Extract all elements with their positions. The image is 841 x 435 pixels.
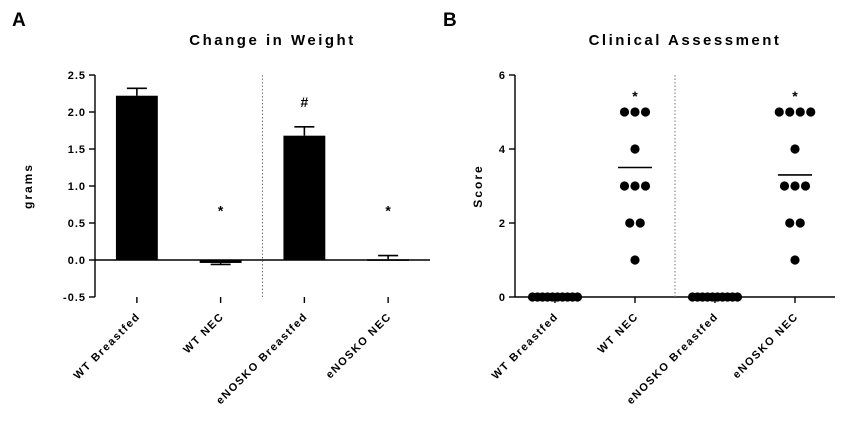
score-data-point: [779, 181, 790, 191]
weight-y-axis-label: grams: [21, 163, 35, 209]
clinical-assessment-chart: Clinical Assessment 0 2 4 6 Score WT Breastfed…: [471, 32, 835, 407]
weight-y-tick-label: 2.0: [68, 107, 86, 119]
score-y-axis-label: Score: [471, 164, 485, 207]
score-data-point: [806, 107, 816, 117]
weight-y-tick-label: 0.0: [68, 255, 86, 267]
weight-y-tick-label: -0.5: [63, 292, 86, 304]
weight-bar: [367, 259, 410, 261]
weight-x-tick-label: WT NEC: [181, 311, 227, 357]
score-data-point: [640, 181, 651, 191]
score-data-point: [790, 181, 800, 191]
score-data-point: [625, 218, 635, 228]
score-data-point: [790, 255, 800, 265]
weight-y-tick-label: 2.5: [68, 70, 86, 82]
weight-significance-marker: *: [385, 203, 391, 219]
weight-chart-title: Change in Weight: [189, 32, 355, 49]
score-data-point: [732, 292, 743, 302]
weight-bar: [283, 135, 326, 260]
weight-y-tick-label: 1.5: [68, 144, 86, 156]
score-data-point: [619, 181, 630, 191]
weight-bar: [115, 95, 158, 260]
score-y-tick-label: 4: [499, 144, 506, 156]
score-data-point: [630, 181, 640, 191]
score-data-point: [795, 107, 805, 117]
score-data-point: [795, 218, 805, 228]
weight-x-tick-label: WT Breastfed: [72, 311, 143, 382]
score-y-tick-label: 6: [499, 70, 506, 82]
score-chart-title: Clinical Assessment: [589, 32, 782, 49]
score-x-tick-label: WT NEC: [596, 311, 642, 357]
weight-y-tick-label: 0.5: [68, 218, 86, 230]
score-data-point: [790, 144, 800, 154]
weight-significance-marker: *: [218, 203, 224, 219]
score-y-tick-label: 2: [499, 218, 506, 230]
weight-x-tick-label: eNOSKO Breastfed: [214, 311, 310, 407]
score-significance-marker: *: [792, 88, 798, 104]
score-data-point: [800, 181, 811, 191]
score-x-tick-label: eNOSKO Breastfed: [625, 311, 721, 407]
score-data-point: [630, 255, 640, 265]
weight-change-chart: Change in Weight -0.5 0.0 0.5 1.0 1.5 2.0 2.5 gr…: [21, 32, 430, 407]
score-data-point: [785, 218, 795, 228]
score-data-point: [619, 107, 630, 117]
panel-b-label: B: [443, 10, 457, 31]
score-data-point: [630, 144, 640, 154]
panel-a-label: A: [12, 10, 26, 31]
score-significance-marker: *: [632, 88, 638, 104]
score-x-tick-label: WT Breastfed: [490, 311, 561, 382]
weight-bar: [199, 260, 242, 263]
score-data-point: [635, 218, 645, 228]
weight-y-tick-label: 1.0: [68, 181, 86, 193]
score-data-point: [785, 107, 795, 117]
score-x-tick-label: eNOSKO NEC: [731, 311, 802, 382]
score-data-point: [640, 107, 651, 117]
weight-significance-marker: #: [300, 94, 308, 110]
score-y-tick-label: 0: [499, 292, 506, 304]
weight-x-tick-label: eNOSKO NEC: [324, 311, 395, 382]
score-data-point: [630, 107, 640, 117]
score-data-point: [572, 292, 583, 302]
score-data-point: [774, 107, 784, 117]
